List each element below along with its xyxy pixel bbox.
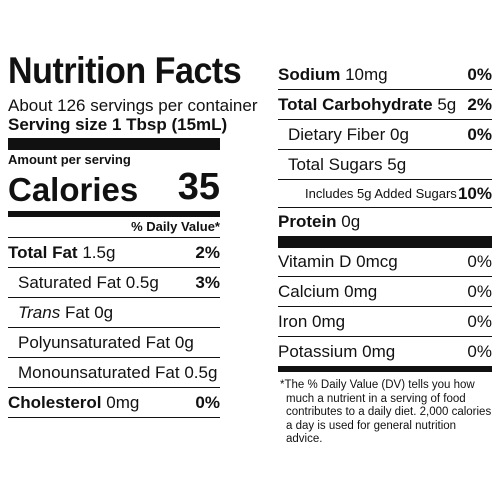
divider-thick [8, 138, 220, 150]
nutrient-dv: 0% [195, 392, 220, 412]
divider-bottom [8, 417, 220, 418]
nutrient-label: Polyunsaturated Fat [18, 332, 171, 352]
vitamin-row-iron: Iron 0mg 0% [278, 306, 492, 336]
nutrient-amount: 5g [437, 94, 457, 114]
vitamin-label: Calcium [278, 281, 340, 301]
vitamin-dv: 0% [467, 281, 492, 301]
nutrient-row-monounsaturated-fat: Monounsaturated Fat 0.5g [8, 357, 220, 387]
nutrient-amount: 0.5g [184, 362, 218, 382]
vitamin-dv: 0% [467, 311, 492, 331]
nutrient-row-cholesterol: Cholesterol 0mg 0% [8, 387, 220, 417]
nutrient-row-trans-fat: Trans Fat 0g [8, 297, 220, 327]
vitamin-dv: 0% [467, 341, 492, 361]
nutrient-row-dietary-fiber: Dietary Fiber 0g 0% [278, 119, 492, 149]
nutrient-label: Sodium [278, 64, 341, 84]
nutrient-dv: 2% [467, 94, 492, 114]
amount-per-serving: Amount per serving [8, 152, 131, 167]
nutrient-label: Protein [278, 212, 337, 231]
nutrient-row-saturated-fat: Saturated Fat 0.5g 3% [8, 267, 220, 297]
nutrition-panel-left: Nutrition Facts About 126 servings per c… [8, 0, 258, 418]
nutrient-label: Includes 5g Added Sugars [305, 186, 457, 201]
nutrient-amount: 0mg [106, 392, 140, 412]
nutrient-row-total-sugars: Total Sugars 5g [278, 149, 492, 179]
vitamin-amount: 0mg [362, 341, 396, 361]
vitamin-dv: 0% [467, 252, 492, 271]
vitamin-row-potassium: Potassium 0mg 0% [278, 336, 492, 366]
serving-size-label: Serving size [8, 115, 108, 134]
nutrient-amount: 1.5g [82, 242, 116, 262]
nutrient-row-sodium: Sodium 10mg 0% [278, 60, 492, 89]
nutrition-panel-right: Sodium 10mg 0% Total Carbohydrate 5g 2% … [278, 60, 492, 447]
nutrient-label: Monounsaturated Fat [18, 362, 180, 382]
serving-size: Serving size 1 Tbsp (15mL) [8, 115, 227, 134]
nutrient-label: Total Carbohydrate [278, 94, 433, 114]
nutrient-amount: Fat 0g [64, 302, 114, 322]
nutrient-row-protein: Protein 0g [278, 207, 492, 236]
divider-medium [8, 211, 220, 217]
divider-medium [278, 366, 492, 372]
nutrient-label: Trans [18, 302, 61, 322]
daily-value-header: % Daily Value* [131, 219, 220, 234]
nutrient-amount: 0g [341, 212, 361, 231]
nutrient-dv: 10% [457, 183, 492, 203]
nutrient-row-total-carbohydrate: Total Carbohydrate 5g 2% [278, 89, 492, 119]
serving-size-value: 1 Tbsp (15mL) [111, 115, 228, 134]
nutrient-dv: 3% [195, 272, 220, 292]
nutrient-label: Cholesterol [8, 392, 102, 412]
nutrient-row-added-sugars: Includes 5g Added Sugars 10% [278, 179, 492, 207]
vitamin-label: Potassium [278, 341, 358, 361]
vitamin-amount: 0mg [312, 311, 346, 331]
nutrient-row-total-fat: Total Fat 1.5g 2% [8, 237, 220, 267]
nutrient-dv: 0% [467, 124, 492, 144]
vitamin-label: Vitamin D [278, 252, 352, 271]
vitamin-label: Iron [278, 311, 308, 331]
vitamin-row-calcium: Calcium 0mg 0% [278, 276, 492, 306]
nutrient-label: Total Sugars [288, 154, 383, 174]
calories-row: Calories 35 [8, 166, 220, 206]
nutrient-amount: 5g [387, 154, 407, 174]
vitamin-amount: 0mg [344, 281, 378, 301]
vitamin-amount: 0mcg [356, 252, 398, 271]
servings-per-container: About 126 servings per container [8, 96, 258, 115]
nutrient-amount: 0.5g [125, 272, 159, 292]
panel-title: Nutrition Facts [8, 50, 242, 91]
nutrient-dv: 2% [195, 242, 220, 262]
vitamin-row-vitamin-d: Vitamin D 0mcg 0% [278, 248, 492, 276]
nutrient-label: Dietary Fiber [288, 124, 386, 144]
calories-label: Calories [8, 171, 139, 208]
daily-value-footnote: *The % Daily Value (DV) tells you how mu… [280, 379, 492, 445]
nutrient-amount: 10mg [345, 64, 388, 84]
nutrient-amount: 0g [174, 332, 194, 352]
nutrient-label: Total Fat [8, 242, 78, 262]
nutrient-row-polyunsaturated-fat: Polyunsaturated Fat 0g [8, 327, 220, 357]
divider-thick [278, 236, 492, 248]
nutrient-amount: 0g [390, 124, 409, 144]
nutrient-label: Saturated Fat [18, 272, 122, 292]
nutrient-dv: 0% [467, 64, 492, 84]
calories-value: 35 [177, 166, 220, 208]
